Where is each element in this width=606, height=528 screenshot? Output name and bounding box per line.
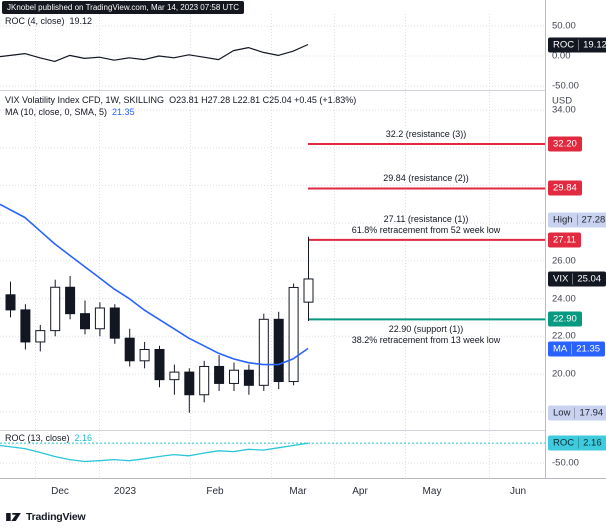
- time-axis[interactable]: Dec 2023 Feb Mar Apr May Jun: [0, 478, 606, 505]
- badge-label: ROC: [553, 39, 580, 51]
- badge-label: High: [553, 214, 578, 226]
- candle-down: [214, 365, 225, 384]
- resistance-2-label: 29.84 (resistance (2)): [316, 173, 536, 184]
- badge-value: 27.28: [581, 214, 606, 226]
- price-tick: 24.00: [552, 293, 576, 305]
- badge-value: 2.16: [583, 437, 602, 449]
- time-label-Dec: Dec: [51, 486, 69, 497]
- candle-up: [50, 286, 61, 332]
- pane-separator[interactable]: [0, 90, 606, 91]
- badge-value: 25.04: [577, 273, 602, 285]
- time-label-2023: 2023: [113, 486, 137, 497]
- candle-down: [5, 294, 16, 311]
- pane-separator[interactable]: [0, 430, 606, 431]
- price-axis[interactable]: USD 50.000.00-50.0034.0032.0030.0028.002…: [545, 0, 606, 478]
- indicator-roc4-title[interactable]: ROC (4, close): [5, 16, 65, 26]
- badge-value: 21.35: [576, 343, 601, 355]
- candle-down: [80, 313, 90, 330]
- roc-top-price-label: ROC 19.12: [548, 37, 606, 53]
- candle-up: [288, 286, 299, 383]
- level-label-line: 22.90 (support (1)): [388, 324, 464, 335]
- resistance-1-price-label: 27.11: [548, 232, 582, 248]
- ma-value: 21.35: [112, 107, 135, 117]
- candle-up: [258, 318, 269, 386]
- badge-value: 27.11: [553, 234, 577, 246]
- price-tick: 50.00: [552, 20, 576, 32]
- support-1-price-label: 22.90: [548, 311, 582, 327]
- time-label-May: May: [422, 486, 442, 497]
- candle-up: [199, 365, 210, 396]
- support-1-label: 22.90 (support (1)) 38.2% retracement fro…: [316, 324, 536, 346]
- badge-value: 22.90: [553, 313, 577, 325]
- currency-label: USD: [552, 95, 573, 107]
- resistance-2-price-label: 29.84: [548, 180, 582, 196]
- candle-up: [229, 369, 239, 384]
- candle-down: [20, 309, 31, 343]
- badge-label: Low: [553, 407, 576, 419]
- candle-down: [243, 369, 254, 386]
- publish-banner: JKnobel published on TradingView.com, Ma…: [2, 1, 244, 14]
- roc13-line: [0, 442, 309, 463]
- candle-down: [109, 307, 120, 339]
- price-tick: 22.00: [552, 330, 576, 342]
- ma-line: [0, 203, 309, 366]
- legend-ma[interactable]: MA (10, close, 0, SMA, 5) 21.35: [5, 107, 135, 118]
- time-label-Apr: Apr: [352, 486, 368, 497]
- ma-title[interactable]: MA (10, close, 0, SMA, 5): [5, 107, 108, 117]
- level-label-line: 29.84 (resistance (2)): [383, 173, 469, 184]
- badge-label: ROC: [553, 437, 580, 449]
- symbol-ohlc-values: O23.81 H27.28 L22.81 C25.04 +0.45 (+1.83…: [169, 95, 357, 105]
- price-tick: -50.00: [552, 80, 579, 92]
- ma-price-label: MA 21.35: [548, 341, 606, 357]
- resistance-1-label: 27.11 (resistance (1)) 61.8% retracement …: [316, 214, 536, 236]
- indicator-roc13-value: 2.16: [74, 433, 93, 443]
- legend-symbol[interactable]: VIX Volatility Index CFD, 1W, SKILLING O2…: [5, 95, 356, 106]
- level-label-line: 61.8% retracement from 52 week low: [351, 224, 501, 235]
- price-tick: 0.00: [552, 50, 571, 62]
- candle-up: [139, 348, 150, 362]
- tradingview-brand[interactable]: TradingView: [26, 510, 86, 523]
- level-label-line: 38.2% retracement from 13 week low: [351, 335, 501, 346]
- price-tick: 26.00: [552, 255, 576, 267]
- chart-canvas[interactable]: [0, 0, 545, 478]
- candle-up: [169, 371, 180, 381]
- badge-label: MA: [553, 343, 573, 355]
- badge-value: 19.12: [583, 39, 606, 51]
- time-label-Feb: Feb: [206, 486, 224, 497]
- candle-down: [124, 337, 135, 362]
- legend-roc-top[interactable]: ROC (4, close) 19.12: [5, 16, 92, 27]
- time-label-Mar: Mar: [289, 486, 307, 497]
- price-tick: 20.00: [552, 368, 576, 380]
- badge-value: 17.94: [579, 407, 604, 419]
- footer: TradingView: [0, 505, 606, 528]
- roc-bottom-price-label: ROC 2.16: [548, 435, 606, 451]
- candle-down: [154, 348, 165, 381]
- legend-roc-bottom[interactable]: ROC (13, close) 2.16: [5, 433, 92, 444]
- candle-up: [303, 278, 314, 303]
- resistance-3-label: 32.2 (resistance (3)): [316, 129, 536, 140]
- badge-label: VIX: [553, 273, 574, 285]
- symbol-title[interactable]: VIX Volatility Index CFD, 1W, SKILLING: [5, 95, 165, 105]
- candle-down: [273, 318, 284, 383]
- time-label-Jun: Jun: [509, 486, 527, 497]
- last-price-price-label: VIX 25.04: [548, 271, 606, 287]
- tradingview-logo-icon[interactable]: [5, 510, 22, 524]
- price-tick: -50.00: [552, 457, 579, 469]
- indicator-roc13-title[interactable]: ROC (13, close): [5, 433, 70, 443]
- indicator-roc4-value: 19.12: [69, 16, 93, 26]
- low-price-label: Low 17.94: [548, 405, 606, 421]
- roc4-line: [0, 43, 309, 62]
- candle-down: [65, 286, 76, 315]
- level-label-line: 32.2 (resistance (3)): [385, 128, 467, 139]
- badge-value: 32.20: [553, 138, 577, 150]
- level-label-line: 27.11 (resistance (1)): [383, 213, 469, 224]
- high-price-label: High 27.28: [548, 212, 606, 228]
- candle-down: [184, 371, 195, 396]
- price-tick: 34.00: [552, 104, 576, 116]
- candle-up: [94, 307, 105, 330]
- candle-up: [35, 330, 46, 343]
- resistance-3-price-label: 32.20: [548, 136, 582, 152]
- badge-value: 29.84: [553, 182, 577, 194]
